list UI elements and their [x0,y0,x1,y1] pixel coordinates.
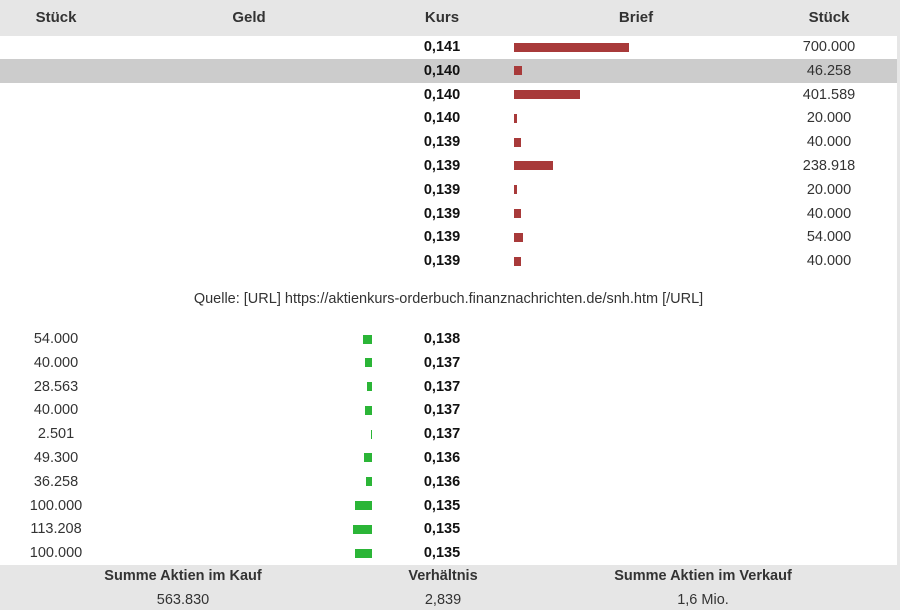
bid-volume-bar [365,477,372,487]
ask-row: 0,140 401.589 [0,83,897,107]
bid-price: 0,136 [423,473,461,490]
ask-row: 0,139 54.000 [0,225,897,249]
sell-sum-label: Summe Aktien im Verkauf [614,568,792,584]
ask-qty: 46.258 [806,62,852,79]
ask-price: 0,139 [423,157,461,174]
price-header: Kurs [424,9,460,26]
ask-volume-bar [514,113,518,123]
ask-volume-bar [514,232,523,242]
ask-price: 0,139 [423,229,461,246]
bid-qty: 40.000 [33,354,79,371]
buy-sum-value: 563.830 [156,592,210,608]
bid-qty: 49.300 [33,449,79,466]
ask-row: 0,139 40.000 [0,130,897,154]
ask-row: 0,139 238.918 [0,154,897,178]
bid-price: 0,136 [423,449,461,466]
ask-price: 0,140 [423,62,461,79]
ask-row: 0,139 20.000 [0,178,897,202]
ask-price: 0,139 [423,134,461,151]
ask-price: 0,141 [423,39,461,55]
bid-qty: 36.258 [33,473,79,490]
bid-qty: 2.501 [37,426,75,443]
bid-row: 40.000 0,137 [0,351,897,375]
ratio-label: Verhältnis [408,568,478,584]
ask-volume-bar [514,209,521,219]
bid-price: 0,137 [423,426,461,443]
bid-row: 28.563 0,137 [0,375,897,399]
bid-price: 0,135 [423,521,461,538]
bid-row: 36.258 0,136 [0,470,897,494]
ask-qty: 238.918 [802,157,856,174]
ask-qty: 20.000 [806,181,852,198]
bid-price: 0,138 [423,331,461,347]
bid-qty: 28.563 [33,378,79,395]
bid-volume-bar [362,334,372,344]
ask-price: 0,140 [423,110,461,127]
ask-volume-bar [514,185,518,195]
bid-row: 113.208 0,135 [0,517,897,541]
ask-qty: 20.000 [806,110,852,127]
bid-row: 2.501 0,137 [0,422,897,446]
bid-volume-bar [355,548,372,558]
bid-price: 0,137 [423,354,461,371]
bid-row: 40.000 0,137 [0,398,897,422]
bid-qty-header: Stück [35,9,77,26]
ask-row: 0,139 40.000 [0,202,897,226]
ask-volume-bar [514,42,629,52]
bid-volume-bar [370,429,372,439]
bid-price: 0,137 [423,378,461,395]
bid-volume-bar [355,501,372,511]
bid-volume-bar [365,358,372,368]
ask-volume-bar [514,256,521,266]
orderbook-header: Stück Geld Kurs Brief Stück [0,0,897,36]
ask-price: 0,139 [423,205,461,222]
buy-sum-label: Summe Aktien im Kauf [104,568,262,584]
ask-qty: 54.000 [806,229,852,246]
bid-volume-bar [365,405,372,415]
bid-qty: 100.000 [29,545,83,562]
bid-volume-bar [353,524,372,534]
bid-qty: 40.000 [33,402,79,419]
bid-price: 0,137 [423,402,461,419]
ask-price: 0,139 [423,181,461,198]
ask-volume-bar [514,161,554,171]
ask-row: 0,140 20.000 [0,106,897,130]
ask-list: 0,141 700.000 0,140 46.258 0,140 401.589 0,140… [0,35,897,273]
bid-row: 100.000 0,135 [0,541,897,565]
ask-price: 0,139 [423,253,461,270]
bid-list: 54.000 0,138 40.000 0,137 28.563 0,137 40.000 0… [0,327,897,565]
ask-qty: 40.000 [806,205,852,222]
ask-row: 0,140 46.258 [0,58,897,83]
bid-price: 0,135 [423,545,461,562]
ask-volume-bar [514,137,521,147]
ask-row: 0,141 700.000 [0,35,897,59]
ask-qty-header: Stück [808,9,850,26]
bid-row: 100.000 0,135 [0,494,897,518]
bid-qty: 54.000 [33,331,79,347]
scroll-edge [897,0,900,610]
bid-row: 49.300 0,136 [0,446,897,470]
bid-volume-bar [363,453,372,463]
sell-sum-value: 1,6 Mio. [677,592,729,608]
ask-qty: 401.589 [802,86,856,103]
bid-volume-bar [367,382,372,392]
ask-qty: 40.000 [806,134,852,151]
bid-qty: 100.000 [29,497,83,514]
bid-row: 54.000 0,138 [0,327,897,351]
orderbook-summary: Summe Aktien im Kauf Verhältnis Summe Ak… [0,565,897,610]
bid-qty: 113.208 [30,521,82,538]
ask-volume-bar [514,66,522,76]
ask-qty: 700.000 [802,39,856,55]
source-text: Quelle: [URL] https://aktienkurs-orderbu… [193,291,704,307]
ratio-value: 2,839 [424,592,462,608]
ask-row: 0,139 40.000 [0,249,897,273]
ask-qty: 40.000 [806,253,852,270]
bid-header: Geld [232,9,266,26]
ask-header: Brief [618,9,654,26]
ask-volume-bar [514,90,580,100]
ask-price: 0,140 [423,86,461,103]
bid-price: 0,135 [423,497,461,514]
